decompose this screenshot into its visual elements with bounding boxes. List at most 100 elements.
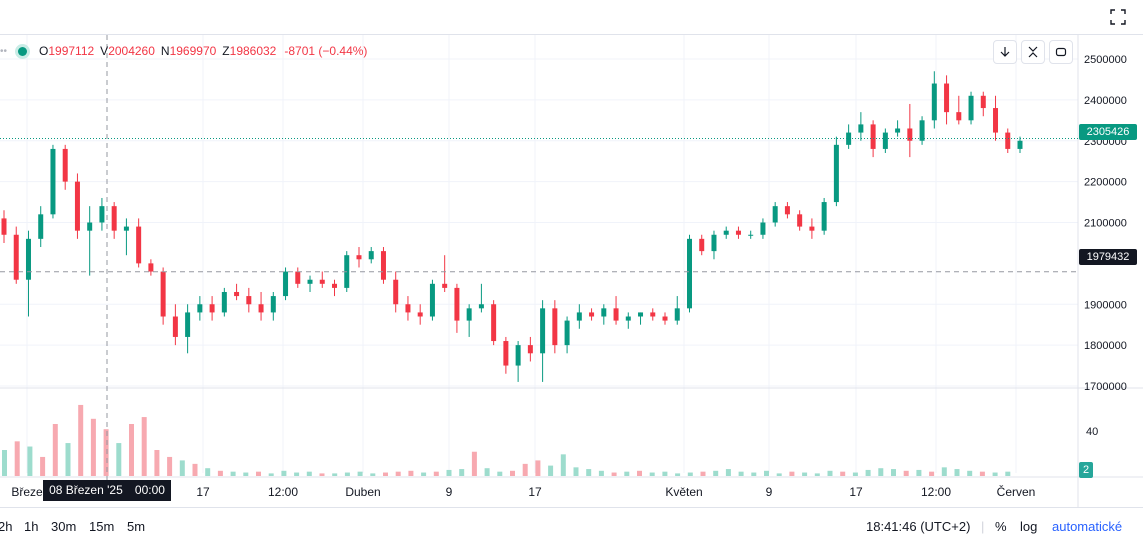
price-tick: 2400000	[1084, 95, 1127, 107]
ohlc-open: 1997112	[48, 44, 95, 58]
candles	[1, 71, 1023, 382]
volume-bar	[497, 471, 503, 476]
timeframe-2h[interactable]: 2h	[0, 519, 13, 534]
volume-bar	[891, 469, 896, 476]
timeframe-30m[interactable]: 30m	[51, 519, 77, 534]
volume-bar	[408, 470, 414, 476]
clock-timezone[interactable]: 18:41:46 (UTC+2)	[866, 519, 971, 534]
volume-bar	[852, 472, 858, 476]
log-scale-toggle[interactable]: log	[1020, 519, 1038, 534]
ohlc-high: 2004260	[108, 44, 155, 58]
candle-body	[356, 255, 362, 260]
volume-bar	[78, 404, 84, 476]
candle-body	[613, 308, 619, 321]
candle-body	[797, 214, 803, 227]
time-tick: Květen	[665, 485, 702, 499]
price-chart[interactable]: 2500000240000023000002200000210000019000…	[0, 35, 1143, 507]
candle-body	[968, 95, 974, 121]
candle-body	[601, 308, 607, 317]
candle-body	[527, 345, 533, 354]
volume-bar	[357, 471, 363, 476]
price-tick: 2200000	[1084, 177, 1127, 189]
candle-body	[993, 108, 999, 133]
candle-body	[1005, 132, 1011, 149]
volume-bar	[637, 470, 642, 476]
candle-body	[172, 316, 178, 337]
candle-body	[13, 234, 19, 280]
candle-body	[74, 181, 80, 231]
volume-bar	[548, 465, 554, 476]
candle-body	[185, 312, 191, 337]
candle-body	[944, 83, 950, 113]
candle-body	[735, 230, 741, 235]
volume-bar	[446, 469, 452, 476]
candle-body	[246, 296, 252, 305]
candle-body	[907, 128, 913, 141]
volume-bar	[738, 471, 744, 476]
candle-body	[319, 279, 325, 284]
move-pane-down-button[interactable]	[993, 40, 1017, 64]
timeframe-1h[interactable]: 1h	[24, 519, 39, 534]
volume-bar	[510, 470, 515, 476]
volume-bar	[2, 450, 7, 476]
candle-body	[50, 148, 56, 215]
arrow-down-icon	[1000, 47, 1010, 57]
volume-bar	[802, 472, 808, 476]
volume-bar	[611, 472, 617, 476]
volume-bar	[979, 471, 985, 476]
candle-body	[87, 222, 93, 231]
candle-body	[25, 238, 31, 280]
candle-body	[221, 291, 227, 313]
volume-bar	[421, 472, 427, 476]
volume-bar	[27, 446, 33, 476]
candle-body	[295, 271, 301, 284]
candle-body	[625, 316, 631, 321]
candle-body	[711, 234, 717, 252]
volume-bar	[395, 471, 401, 476]
price-tick: 1700000	[1084, 381, 1127, 393]
volume-bar	[687, 472, 693, 476]
auto-scale-toggle[interactable]: automatické	[1052, 519, 1123, 534]
fullscreen-button[interactable]	[1107, 6, 1129, 28]
volume-bar	[281, 470, 287, 476]
percent-scale-toggle[interactable]: %	[995, 519, 1007, 534]
volume-bar	[1005, 471, 1011, 476]
volume-bar	[471, 451, 477, 476]
collapse-pane-button[interactable]	[1021, 40, 1045, 64]
volume-bar	[192, 463, 198, 476]
maximize-pane-button[interactable]	[1049, 40, 1073, 64]
volume-bar	[294, 472, 300, 476]
crosshair-date: 08 Březen '25	[49, 483, 123, 497]
volume-bar	[827, 470, 833, 476]
candle-body	[638, 312, 644, 317]
candle-body	[821, 202, 827, 231]
volume-bar	[433, 471, 439, 476]
candle-body	[283, 271, 289, 297]
ohlc-legend: O 1997112 V 2004260 N 1969970 Z 1986032 …	[0, 42, 367, 60]
candle-body	[784, 206, 790, 215]
volume-bar	[141, 417, 147, 476]
legend-more-icon[interactable]: ••	[0, 46, 8, 57]
volume-bar	[649, 472, 655, 476]
volume-bar	[230, 471, 236, 476]
candle-body	[466, 308, 472, 321]
candle-body	[393, 279, 399, 305]
candle-body	[148, 263, 154, 272]
volume-bar	[954, 469, 960, 476]
candle-body	[552, 308, 558, 346]
candle-body	[234, 291, 240, 297]
timeframe-15m[interactable]: 15m	[89, 519, 115, 534]
ohlc-close: 1986032	[229, 44, 277, 58]
volume-bar	[14, 441, 20, 476]
ohlc-open-label: O	[39, 44, 49, 58]
candle-body	[748, 234, 754, 236]
volume-bar	[535, 460, 541, 476]
timeframe-5m[interactable]: 5m	[127, 519, 146, 534]
volume-bar	[560, 454, 566, 476]
candle-body	[760, 222, 766, 235]
volume-bar	[675, 473, 681, 476]
candle-body	[380, 251, 386, 280]
volume-bar	[776, 473, 782, 476]
candle-body	[123, 226, 129, 231]
candle-body	[589, 312, 595, 317]
